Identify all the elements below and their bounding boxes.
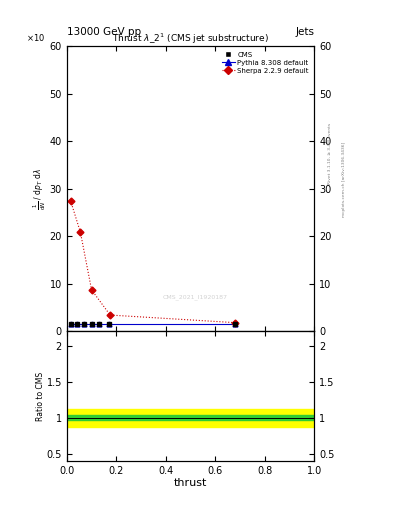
Text: Rivet 3.1.10, ≥ 3.4M events: Rivet 3.1.10, ≥ 3.4M events (328, 123, 332, 184)
Title: Thrust $\lambda\_2^1$ (CMS jet substructure): Thrust $\lambda\_2^1$ (CMS jet substruct… (112, 32, 269, 46)
Text: $\times 10$: $\times 10$ (26, 32, 45, 43)
Legend: CMS, Pythia 8.308 default, Sherpa 2.2.9 default: CMS, Pythia 8.308 default, Sherpa 2.2.9 … (220, 50, 311, 76)
Y-axis label: $\frac{1}{\mathrm{d}N}$ / $\mathrm{d}p_T$ $\mathrm{d}\lambda$: $\frac{1}{\mathrm{d}N}$ / $\mathrm{d}p_T… (32, 167, 48, 209)
X-axis label: thrust: thrust (174, 478, 207, 488)
Text: CMS_2021_I1920187: CMS_2021_I1920187 (163, 294, 228, 300)
Text: 13000 GeV pp: 13000 GeV pp (67, 27, 141, 37)
Text: Jets: Jets (296, 27, 314, 37)
Text: mcplots.cern.ch [arXiv:1306.3436]: mcplots.cern.ch [arXiv:1306.3436] (342, 142, 346, 217)
Y-axis label: Ratio to CMS: Ratio to CMS (36, 371, 45, 420)
